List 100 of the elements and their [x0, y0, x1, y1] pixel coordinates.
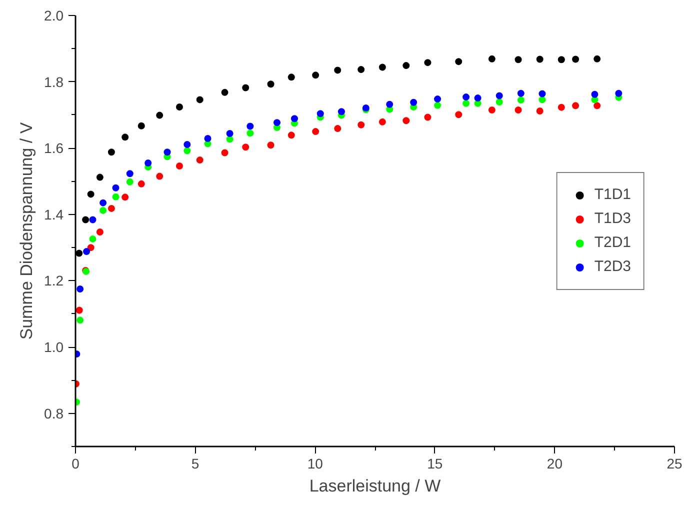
point: [274, 119, 281, 126]
point: [572, 102, 580, 110]
point: [424, 59, 432, 66]
point: [536, 107, 544, 114]
point: [87, 190, 94, 198]
point: [424, 114, 432, 121]
point: [196, 156, 204, 164]
point: [474, 94, 482, 102]
point: [76, 286, 84, 293]
point: [402, 117, 410, 124]
point: [89, 216, 96, 224]
point: [108, 204, 115, 212]
point: [591, 90, 598, 98]
point: [288, 74, 295, 81]
point: [358, 121, 365, 128]
point: [96, 174, 104, 181]
point: [316, 110, 324, 118]
point: [82, 216, 90, 224]
point: [126, 170, 134, 178]
point: [226, 130, 234, 138]
point: [517, 90, 524, 97]
point: [455, 58, 462, 66]
point: [267, 142, 274, 149]
point: [594, 102, 601, 110]
point: [242, 144, 250, 151]
point: [378, 64, 386, 71]
point: [176, 104, 183, 110]
point: [184, 140, 191, 148]
point: [144, 160, 152, 167]
point: [496, 92, 503, 100]
point: [338, 108, 345, 116]
point: [76, 316, 84, 324]
point: [312, 128, 320, 136]
x-tick-label: 5: [191, 456, 200, 472]
point: [290, 115, 298, 122]
point: [100, 199, 107, 206]
point: [514, 106, 522, 114]
x-tick-label: 0: [72, 456, 80, 472]
point: [156, 172, 164, 180]
point: [462, 94, 470, 101]
y-tick-label: 2.0: [44, 8, 64, 24]
point: [378, 118, 386, 126]
point: [112, 184, 120, 192]
x-tick-label: 25: [666, 456, 682, 472]
point: [312, 72, 320, 79]
point: [246, 130, 254, 137]
x-tick-label: 10: [307, 456, 324, 472]
point: [76, 306, 83, 314]
legend-label: T2D1: [594, 234, 631, 251]
y-tick-label: 1.2: [44, 272, 64, 289]
point: [514, 56, 522, 64]
point: [288, 132, 295, 139]
point: [156, 112, 164, 119]
point: [204, 135, 212, 142]
y-tick-label: 1.4: [44, 206, 64, 222]
point: [434, 102, 442, 109]
point: [164, 148, 171, 156]
point: [462, 100, 470, 107]
x-tick-label: 20: [546, 456, 563, 472]
y-axis-title: Summe Diodenspannung / V: [17, 122, 36, 340]
point: [434, 96, 442, 103]
point: [122, 134, 129, 141]
y-tick-label: 0.8: [44, 405, 64, 422]
legend-label: T2D3: [594, 258, 631, 275]
point: [410, 98, 418, 106]
point: [538, 90, 546, 98]
point: [122, 194, 129, 201]
y-tick-label: 1.6: [44, 140, 64, 156]
point: [572, 56, 580, 63]
point: [184, 147, 191, 154]
point: [89, 235, 96, 242]
point: [536, 56, 544, 63]
point: [96, 228, 104, 236]
y-tick-label: 1.8: [44, 74, 64, 90]
point: [126, 178, 134, 186]
point: [100, 206, 107, 214]
legend-label: T1D3: [594, 210, 631, 227]
point: [76, 250, 83, 257]
point: [112, 193, 120, 200]
point: [267, 80, 274, 88]
point: [594, 55, 601, 62]
point: [386, 100, 394, 108]
point: [138, 122, 145, 130]
point: [108, 148, 115, 156]
point: [402, 62, 410, 70]
point: [558, 56, 565, 64]
point: [488, 55, 496, 62]
point: [221, 149, 228, 156]
point: [87, 244, 94, 252]
point: [138, 180, 145, 188]
point: [358, 66, 365, 74]
point: [538, 96, 546, 104]
legend-label: T1D1: [594, 186, 631, 203]
x-axis-title: Laserleistung / W: [309, 476, 441, 496]
point: [615, 90, 622, 97]
point: [83, 248, 90, 256]
point: [558, 104, 565, 111]
point: [517, 96, 524, 104]
point: [488, 106, 496, 114]
y-tick-label: 1.0: [44, 339, 64, 356]
